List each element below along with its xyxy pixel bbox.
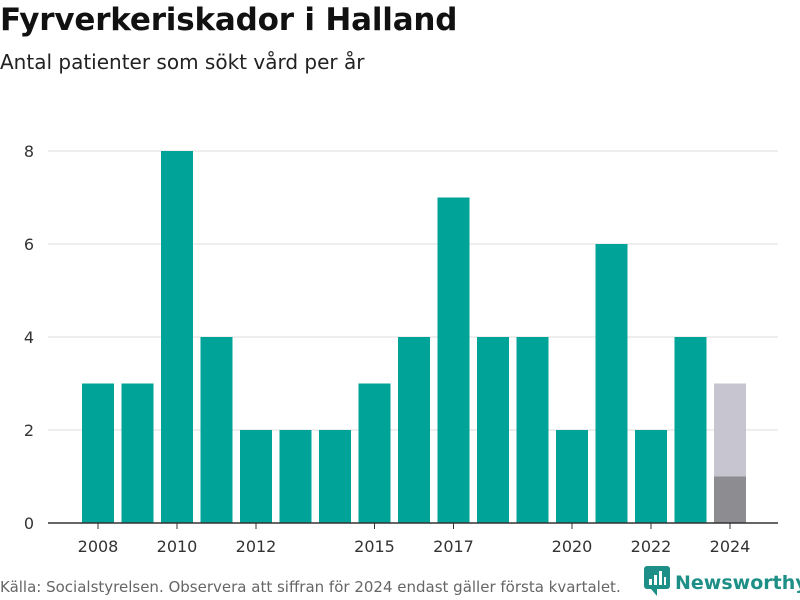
bar-2013 (279, 430, 312, 523)
brand-name: Newsworthy (675, 572, 800, 594)
bar-2017 (437, 197, 470, 523)
bar-2009 (121, 383, 154, 523)
bar-2008 (82, 383, 114, 523)
chart-title: Fyrverkeriskador i Halland (0, 2, 458, 38)
source-note: Källa: Socialstyrelsen. Observera att si… (0, 578, 621, 596)
x-tick-label: 2024 (710, 537, 751, 556)
brand-logo[interactable]: Newsworthy (644, 566, 800, 600)
y-tick-label: 0 (24, 514, 34, 533)
axes: 0 2 4 6 8 2008 2010 2012 2015 2017 2020 2022 2024 (24, 142, 778, 556)
x-tick-label: 2010 (157, 537, 198, 556)
x-tick-label: 2022 (631, 537, 672, 556)
newsworthy-logo-icon (644, 566, 670, 600)
bar-2015 (358, 383, 391, 523)
bar-2014 (319, 430, 351, 523)
bar-2022 (635, 430, 667, 523)
bar-2020 (556, 430, 588, 523)
bar-2018 (477, 337, 509, 523)
bar-2016 (398, 337, 430, 523)
bar-2023 (674, 337, 707, 523)
x-tick-label: 2017 (433, 537, 474, 556)
bar-2021 (595, 244, 628, 523)
chart-subtitle: Antal patienter som sökt vård per år (0, 50, 365, 74)
x-tick-label: 2020 (552, 537, 593, 556)
y-tick-label: 2 (24, 421, 34, 440)
x-tick-label: 2008 (78, 537, 119, 556)
x-tick-label: 2015 (354, 537, 395, 556)
y-tick-label: 4 (24, 328, 34, 347)
x-tick-label: 2012 (236, 537, 277, 556)
bar-2011 (200, 337, 233, 523)
bar-2012 (240, 430, 272, 523)
bar-2019 (516, 337, 549, 523)
bars (82, 151, 746, 523)
bar-2024 (714, 476, 746, 523)
y-tick-label: 6 (24, 235, 34, 254)
bar-2010 (161, 151, 193, 523)
y-tick-label: 8 (24, 142, 34, 161)
